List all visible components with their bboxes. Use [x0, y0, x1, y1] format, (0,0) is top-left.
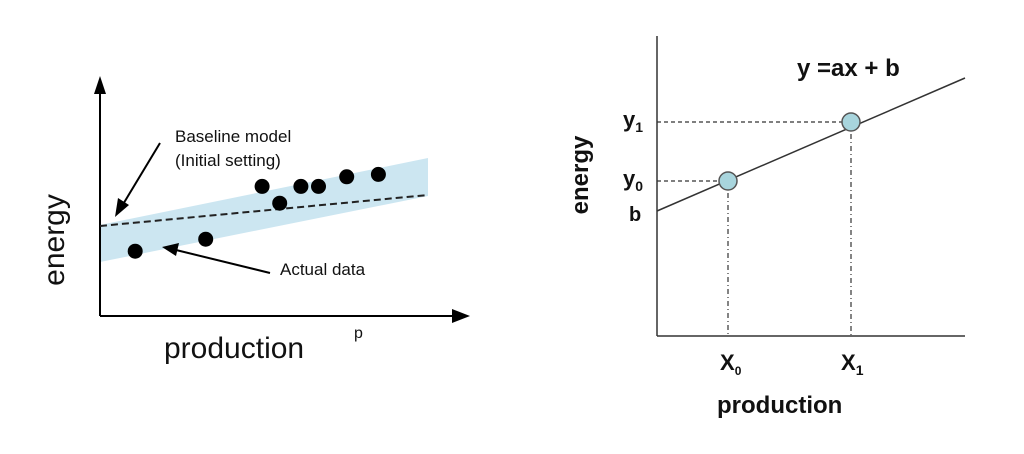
y1-label: y1: [623, 107, 643, 135]
right-y-axis-label: energy: [567, 135, 594, 214]
actual-data-points: [127, 166, 386, 259]
baseline-annotation-line-1: Baseline model: [175, 127, 291, 146]
x1-label: X1: [841, 350, 864, 378]
baseline-annotation-arrow: [121, 142, 161, 207]
right-x-axis-label: production: [717, 392, 842, 419]
equation-label: y =ax + b: [797, 55, 900, 82]
baseline-annotation-arrowhead: [115, 198, 129, 217]
y0-subscript: 0: [635, 178, 643, 194]
y1-subscript: 1: [635, 119, 643, 135]
actual-data-point: [254, 178, 270, 194]
left-y-arrow: [94, 76, 106, 94]
baseline-annotation-line-2: (Initial setting): [175, 151, 281, 170]
actual-data-point: [198, 231, 214, 247]
x1-subscript: 1: [856, 362, 864, 378]
left-x-axis-label: production: [164, 332, 304, 365]
actual-annotation-arrow: [175, 249, 271, 274]
x0-label: X0: [720, 350, 742, 378]
actual-data-point: [293, 178, 309, 194]
intercept-label: b: [629, 204, 641, 226]
y0-label: y0: [623, 166, 643, 194]
left-x-arrow: [452, 309, 470, 323]
left-x-axis-marker: p: [354, 325, 363, 342]
point-x0-y0: [718, 171, 738, 191]
actual-annotation-arrowhead: [162, 243, 179, 256]
actual-data-point: [370, 166, 386, 182]
left-panel: Baseline model (Initial setting) Actual …: [38, 76, 470, 365]
x0-subscript: 0: [735, 364, 742, 378]
actual-data-point: [339, 169, 355, 185]
actual-data-point: [127, 243, 143, 259]
actual-data-point: [272, 195, 288, 211]
right-panel: y =ax + b y1 y0 b X0 X1 energy productio…: [567, 36, 966, 419]
actual-data-point: [311, 178, 326, 194]
regression-line: [656, 77, 966, 212]
left-y-axis-label: energy: [38, 194, 71, 286]
actual-data-annotation: Actual data: [280, 260, 366, 279]
point-x1-y1: [841, 112, 861, 132]
